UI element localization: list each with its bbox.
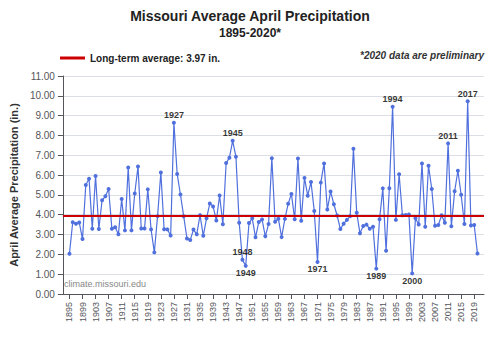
svg-text:*2020 data are preliminary: *2020 data are preliminary <box>360 50 484 61</box>
svg-text:1911: 1911 <box>117 302 127 321</box>
svg-text:9.00: 9.00 <box>35 110 55 121</box>
svg-text:1943: 1943 <box>221 302 231 322</box>
svg-text:1949: 1949 <box>236 268 256 278</box>
svg-text:1975: 1975 <box>326 302 336 322</box>
svg-text:1895: 1895 <box>64 302 74 322</box>
svg-text:1927: 1927 <box>169 302 179 322</box>
svg-text:2019: 2019 <box>469 302 479 322</box>
svg-text:4.00: 4.00 <box>35 209 55 220</box>
svg-text:1991: 1991 <box>378 302 388 322</box>
svg-text:2.00: 2.00 <box>35 249 55 260</box>
svg-text:1963: 1963 <box>286 302 296 322</box>
svg-text:1987: 1987 <box>365 302 375 322</box>
svg-text:8.00: 8.00 <box>35 130 55 141</box>
svg-text:3.00: 3.00 <box>35 229 55 240</box>
svg-text:1955: 1955 <box>260 302 270 322</box>
svg-text:1951: 1951 <box>247 302 257 322</box>
svg-text:7.00: 7.00 <box>35 150 55 161</box>
svg-text:1994: 1994 <box>383 94 403 104</box>
svg-text:1939: 1939 <box>208 302 218 322</box>
svg-text:2011: 2011 <box>443 302 453 321</box>
svg-text:11.00: 11.00 <box>31 71 56 82</box>
svg-text:10.00: 10.00 <box>30 90 55 101</box>
svg-text:2011: 2011 <box>438 131 458 141</box>
svg-text:1971: 1971 <box>308 264 328 274</box>
svg-text:2003: 2003 <box>417 302 427 322</box>
svg-text:2017: 2017 <box>458 89 478 99</box>
svg-text:Long-term average: 3.97 in.: Long-term average: 3.97 in. <box>90 53 220 64</box>
svg-text:Missouri Average April Precipi: Missouri Average April Precipitation <box>130 8 370 24</box>
svg-text:1931: 1931 <box>182 302 192 322</box>
svg-text:1903: 1903 <box>91 302 101 322</box>
svg-text:5.00: 5.00 <box>35 189 55 200</box>
svg-text:1979: 1979 <box>339 302 349 322</box>
svg-text:1971: 1971 <box>313 302 323 322</box>
svg-text:1907: 1907 <box>104 302 114 322</box>
svg-text:1895-2020*: 1895-2020* <box>219 26 281 40</box>
svg-text:1959: 1959 <box>273 302 283 322</box>
svg-text:April Average Precipitation (i: April Average Precipitation (in.) <box>8 103 20 267</box>
svg-text:climate.missouri.edu: climate.missouri.edu <box>64 279 146 289</box>
svg-text:1999: 1999 <box>404 302 414 322</box>
svg-text:1983: 1983 <box>352 302 362 322</box>
svg-text:1923: 1923 <box>156 302 166 322</box>
svg-text:1995: 1995 <box>391 302 401 322</box>
svg-text:1899: 1899 <box>78 302 88 322</box>
svg-text:1948: 1948 <box>232 247 252 257</box>
svg-text:1915: 1915 <box>130 302 140 322</box>
svg-text:1945: 1945 <box>223 128 243 138</box>
svg-text:1967: 1967 <box>299 302 309 322</box>
svg-text:1927: 1927 <box>164 110 184 120</box>
svg-text:1919: 1919 <box>143 302 153 322</box>
svg-text:2000: 2000 <box>402 276 422 286</box>
svg-text:1989: 1989 <box>366 271 386 281</box>
svg-text:6.00: 6.00 <box>35 170 55 181</box>
svg-text:1935: 1935 <box>195 302 205 322</box>
svg-text:0.00: 0.00 <box>35 289 55 300</box>
svg-text:1947: 1947 <box>234 302 244 322</box>
svg-text:2007: 2007 <box>430 302 440 322</box>
svg-text:2015: 2015 <box>456 302 466 322</box>
svg-text:1.00: 1.00 <box>35 269 55 280</box>
